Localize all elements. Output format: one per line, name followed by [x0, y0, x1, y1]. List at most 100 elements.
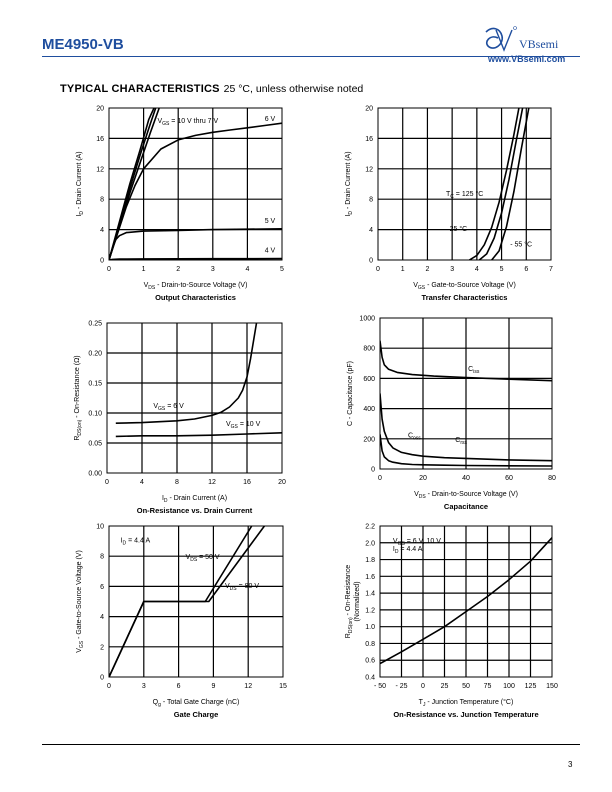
section-condition: 25 °C, unless otherwise noted: [223, 83, 364, 95]
x-tick-label: 15: [279, 683, 287, 690]
series-line: [109, 228, 282, 260]
x-tick-label: 25: [441, 683, 449, 690]
annotation-label: VGS = 10 V thru 7 V: [157, 118, 218, 127]
x-tick-label: 4: [245, 266, 249, 273]
annotation-label: VDS = 80 V: [225, 583, 259, 592]
x-tick-label: 7: [549, 266, 553, 273]
y-tick-label: 4: [100, 227, 104, 234]
series-line: [380, 537, 552, 665]
x-tick-label: 12: [208, 479, 216, 486]
x-tick-label: 1: [142, 266, 146, 273]
annotation-label: Coss: [408, 432, 421, 441]
annotation-label: VGS = 6 V: [153, 403, 184, 412]
chart-title: Output Characteristics: [155, 293, 236, 302]
x-tick-label: 0: [107, 683, 111, 690]
brand-name: VBsemi: [519, 37, 559, 51]
annotation-label: 5 V: [265, 218, 276, 225]
series-group: [109, 526, 266, 677]
y-axis-label: RDS(on) - On-Resistance (Ω): [74, 355, 83, 440]
x-tick-label: 40: [462, 475, 470, 482]
y-tick-label: 1.0: [365, 624, 375, 631]
annotation-label: 4 V: [265, 247, 276, 254]
annotation-label: ID = 4.4 A: [393, 546, 423, 555]
website-link[interactable]: www.VBsemi.com: [488, 54, 566, 64]
series-line: [380, 434, 552, 467]
series-line: [491, 108, 530, 260]
svg-text:ID - Drain Current (A): ID - Drain Current (A): [345, 151, 354, 216]
y-tick-label: 20: [365, 106, 373, 113]
x-tick-label: 4: [475, 266, 479, 273]
x-tick-label: 0: [376, 266, 380, 273]
x-tick-label: 0: [105, 479, 109, 486]
y-tick-label: 0: [371, 467, 375, 474]
series-group: [468, 108, 530, 260]
x-axis-label: VGS - Gate-to-Source Voltage (V): [413, 282, 516, 291]
series-group: [380, 537, 552, 665]
series-line: [109, 526, 266, 677]
x-tick-label: 50: [462, 683, 470, 690]
y-tick-label: 400: [363, 406, 375, 413]
x-tick-label: 75: [484, 683, 492, 690]
on-resistance-vs-drain-current-chart: 0 4 8 12 16 20 0.00 0.05 0.10 0.15 0.20 0.25 VGS = 6…: [74, 321, 286, 516]
y-tick-label: 20: [96, 106, 104, 113]
annotation-label: VGS = 6 V, 10 V: [393, 538, 441, 547]
part-number: ME4950-VB: [42, 36, 124, 53]
y-tick-label: 1.8: [365, 557, 375, 564]
annotation-label: 25 °C: [450, 225, 468, 233]
y-tick-label: 800: [363, 346, 375, 353]
x-tick-label: - 25: [395, 683, 407, 690]
annotation-label: VGS = 10 V: [226, 421, 261, 430]
y-tick-label: 10: [96, 524, 104, 531]
series-line: [115, 432, 282, 438]
svg-text:RDS(on) - On-Resistance: RDS(on) - On-Resistance: [345, 565, 354, 639]
y-tick-label: 12: [365, 166, 373, 173]
y-tick-label: 0: [369, 258, 373, 265]
series-line: [380, 393, 552, 462]
chart-title: Capacitance: [444, 502, 488, 511]
y-tick-label: 0.8: [365, 641, 375, 648]
annotation-label: - 55 °C: [510, 240, 532, 248]
y-tick-label: 8: [100, 554, 104, 561]
x-tick-label: 16: [243, 479, 251, 486]
y-tick-label: 2.0: [365, 540, 375, 547]
y-tick-label: 8: [100, 197, 104, 204]
footer-divider: [42, 744, 580, 745]
x-tick-label: 2: [176, 266, 180, 273]
y-tick-label: 0.10: [88, 411, 102, 418]
y-tick-label: 16: [365, 136, 373, 143]
annotation-label: TC = 125 °C: [446, 190, 483, 200]
x-tick-label: - 50: [374, 683, 386, 690]
x-tick-label: 20: [278, 479, 286, 486]
y-tick-label: 4: [369, 227, 373, 234]
y-tick-label: 16: [96, 136, 104, 143]
y-tick-label: 0: [100, 675, 104, 682]
x-tick-label: 150: [546, 683, 558, 690]
y-tick-label: 0.05: [88, 441, 102, 448]
y-tick-label: 0.6: [365, 658, 375, 665]
series-group: [380, 340, 552, 467]
series-line: [468, 108, 520, 260]
y-tick-label: 2.2: [365, 524, 375, 531]
section-title-text: TYPICAL CHARACTERISTICS: [60, 83, 220, 95]
y-tick-label: 200: [363, 436, 375, 443]
vbsemi-logo-icon: [485, 26, 517, 52]
y-tick-label: 2: [100, 644, 104, 651]
y-tick-label: 1.2: [365, 607, 375, 614]
x-tick-label: 60: [505, 475, 513, 482]
series-group: [115, 323, 282, 438]
series-group: [109, 108, 282, 260]
svg-text:VGS - Gate-to-Source Voltage (: VGS - Gate-to-Source Voltage (V): [76, 550, 85, 653]
page-number: 3: [568, 760, 573, 769]
y-tick-label: 1.4: [365, 591, 375, 598]
x-tick-label: 6: [524, 266, 528, 273]
plot-frame: [108, 107, 283, 261]
series-line: [109, 257, 282, 260]
y-tick-label: 6: [100, 584, 104, 591]
series-line: [380, 340, 552, 382]
y-tick-label: 1000: [359, 316, 375, 323]
x-axis-label: ID - Drain Current (A): [162, 495, 227, 504]
x-tick-label: 125: [525, 683, 537, 690]
section-title: TYPICAL CHARACTERISTICS 25 °C, unless oth…: [60, 83, 363, 95]
